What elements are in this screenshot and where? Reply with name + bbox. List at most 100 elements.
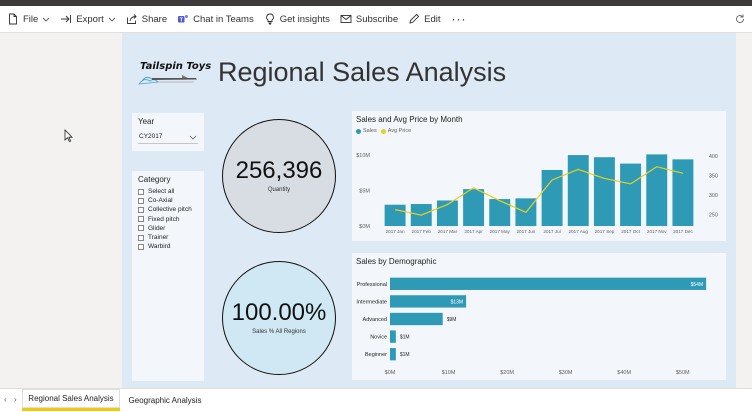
- category-option-select-all[interactable]: Select all: [138, 187, 192, 196]
- get-insights-button[interactable]: Get insights: [261, 8, 333, 30]
- sales-bar: [567, 155, 589, 226]
- legend-item-sales[interactable]: Sales: [356, 128, 377, 134]
- checkbox[interactable]: [138, 206, 144, 213]
- category-option-label: Co-Axial: [148, 197, 173, 205]
- legend-label-sales: Sales: [363, 128, 377, 134]
- category-option-label: Fixed pitch: [148, 215, 180, 223]
- tab-geographic-analysis[interactable]: Geographic Analysis: [120, 389, 210, 411]
- export-icon: [61, 15, 72, 23]
- category-option-glider[interactable]: Glider: [138, 224, 192, 233]
- share-icon: [126, 14, 137, 24]
- subscribe-button[interactable]: Subscribe: [337, 8, 401, 30]
- x-tick-label: 2017 Nov: [647, 229, 667, 234]
- y-tick-label-right: 300: [709, 193, 718, 199]
- checkbox[interactable]: [138, 197, 144, 204]
- x-tick-label: 2017 Jul: [543, 229, 560, 234]
- year-slicer: Year CY2017: [132, 113, 204, 151]
- y-tick-label-right: 350: [709, 173, 718, 179]
- mail-icon: [340, 15, 352, 23]
- legend-label-avg-price: Avg Price: [387, 128, 412, 134]
- y-category-label: Intermediate: [356, 299, 387, 305]
- tab-label: Geographic Analysis: [128, 395, 202, 405]
- year-dropdown-value: CY2017: [139, 133, 163, 140]
- tab-next-arrow-icon[interactable]: ›: [14, 395, 17, 404]
- y-tick-label-right: 250: [709, 212, 718, 218]
- file-menu[interactable]: File: [4, 8, 53, 30]
- category-option-warbird[interactable]: Warbird: [138, 242, 192, 251]
- category-option-trainer[interactable]: Trainer: [138, 233, 192, 242]
- tailspin-toys-logo: Tailspin Toys: [136, 59, 211, 89]
- category-option-label: Trainer: [148, 234, 169, 242]
- demographic-bar: [390, 330, 396, 343]
- x-tick-label: $30M: [559, 370, 573, 376]
- chat-in-teams-button[interactable]: T Chat in Teams: [174, 8, 257, 30]
- tab-label: Regional Sales Analysis: [28, 394, 114, 403]
- y-tick-label-left: $0M: [359, 224, 370, 230]
- more-options-button[interactable]: ···: [451, 12, 467, 26]
- svg-text:T: T: [180, 17, 184, 23]
- x-tick-label: 2017 Aug: [569, 229, 589, 234]
- category-option-co-axial[interactable]: Co-Axial: [138, 196, 192, 205]
- y-tick-label-right: 400: [709, 154, 718, 160]
- quantity-kpi-value: 256,396: [235, 157, 323, 184]
- legend-swatch-sales: [356, 128, 361, 134]
- x-tick-label: 2017 Jan: [386, 229, 405, 234]
- checkbox[interactable]: [138, 234, 144, 241]
- year-dropdown[interactable]: CY2017: [138, 130, 198, 144]
- category-option-label: Select all: [148, 188, 175, 196]
- vertical-scrollbar[interactable]: [736, 33, 752, 388]
- report-canvas-area: Tailspin Toys Regional Sales Analysis Ye…: [0, 33, 752, 388]
- export-menu[interactable]: Export: [57, 8, 118, 30]
- y-tick-label-left: $10M: [356, 153, 370, 159]
- sales-bar: [541, 169, 563, 226]
- chevron-down-icon: [189, 135, 197, 140]
- x-tick-label: $0M: [385, 370, 396, 376]
- checkbox[interactable]: [138, 188, 144, 195]
- edit-button[interactable]: Edit: [405, 8, 443, 30]
- quantity-kpi-label: Quantity: [267, 187, 291, 193]
- category-slicer: Category Select all Co-Axial Collective …: [132, 171, 204, 381]
- quantity-kpi-card: 256,396 Quantity: [222, 119, 336, 233]
- legend-item-avg-price[interactable]: Avg Price: [380, 128, 412, 134]
- tab-regional-sales-analysis[interactable]: Regional Sales Analysis: [22, 389, 120, 411]
- logo-text: Tailspin Toys: [140, 61, 212, 72]
- category-option-collective-pitch[interactable]: Collective pitch: [138, 205, 192, 214]
- avg-price-line: [394, 166, 684, 216]
- pencil-icon: [409, 13, 420, 24]
- checkbox[interactable]: [138, 225, 144, 232]
- demographic-bar: [390, 277, 707, 290]
- subscribe-label: Subscribe: [355, 13, 399, 25]
- category-option-fixed-pitch[interactable]: Fixed pitch: [138, 215, 192, 224]
- sales-bar: [384, 204, 406, 226]
- combo-chart-legend: Sales Avg Price: [356, 128, 415, 134]
- x-tick-label: 2017 Oct: [621, 229, 640, 234]
- tab-prev-arrow-icon[interactable]: ‹: [4, 395, 7, 404]
- combo-chart-plot: $0M $5M $10M 250 300 350 400 2017 Jan 2017 Feb 20…: [356, 153, 718, 234]
- edit-label: Edit: [424, 13, 441, 25]
- sales-pct-kpi-value: 100.00%: [231, 299, 327, 326]
- demographic-bar: [390, 295, 467, 308]
- share-button[interactable]: Share: [123, 8, 170, 30]
- file-icon: [9, 13, 17, 25]
- teams-icon: T: [178, 15, 189, 23]
- bar-chart-plot: Professional $54M Intermediate $13M Advanced…: [356, 277, 707, 376]
- category-option-label: Warbird: [148, 243, 171, 251]
- sales-bar: [620, 163, 642, 226]
- x-tick-label: 2017 Jun: [516, 229, 535, 234]
- sales-avg-price-chart: Sales and Avg Price by Month Sales Avg P…: [352, 111, 726, 241]
- checkbox[interactable]: [138, 243, 144, 250]
- x-tick-label: $40M: [617, 370, 631, 376]
- y-tick-label-left: $5M: [359, 189, 370, 195]
- category-slicer-title: Category: [138, 175, 171, 184]
- get-insights-label: Get insights: [279, 13, 330, 25]
- chevron-down-icon: [108, 17, 116, 22]
- sales-pct-kpi-card: 100.00% Sales % All Regions: [222, 261, 336, 375]
- share-button-label: Share: [141, 13, 168, 25]
- refresh-icon[interactable]: [734, 13, 746, 25]
- lightbulb-icon: [265, 13, 274, 25]
- category-option-label: Glider: [148, 224, 166, 232]
- year-slicer-title: Year: [138, 117, 155, 126]
- report-toolbar: File Export Share T Chat in Teams Get in…: [0, 6, 752, 33]
- checkbox[interactable]: [138, 216, 144, 223]
- category-list: Select all Co-Axial Collective pitch Fix…: [138, 187, 192, 251]
